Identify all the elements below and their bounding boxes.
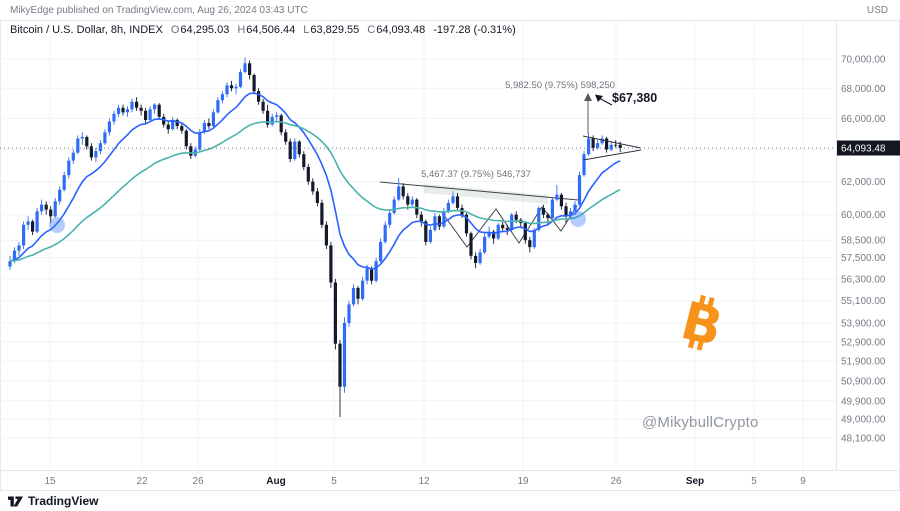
ma-slow-line[interactable] bbox=[9, 120, 621, 262]
measure-arrowhead bbox=[584, 93, 592, 101]
target-arrowhead bbox=[595, 94, 603, 102]
svg-text:56,300.00: 56,300.00 bbox=[841, 274, 886, 285]
svg-text:12: 12 bbox=[418, 476, 430, 487]
grid bbox=[0, 20, 836, 470]
channel-drawing[interactable] bbox=[424, 184, 548, 204]
bitcoin-logo-icon: B bbox=[675, 291, 728, 359]
svg-text:64,093.48: 64,093.48 bbox=[841, 144, 886, 155]
measure-label-mid[interactable]: 5,467.37 (9.75%) 546,737 bbox=[421, 169, 531, 180]
highlight-circle[interactable] bbox=[49, 217, 65, 233]
highlight-circle[interactable] bbox=[570, 211, 586, 227]
pennant-lower-line[interactable] bbox=[582, 149, 642, 161]
symbol-title[interactable]: Bitcoin / U.S. Dollar, 8h, INDEX bbox=[10, 24, 163, 36]
zigzag-drawing[interactable] bbox=[440, 205, 578, 248]
svg-text:9: 9 bbox=[800, 476, 806, 487]
svg-text:Sep: Sep bbox=[686, 476, 704, 487]
svg-text:55,100.00: 55,100.00 bbox=[841, 296, 886, 307]
svg-text:5: 5 bbox=[331, 476, 337, 487]
svg-text:57,500.00: 57,500.00 bbox=[841, 253, 886, 264]
svg-text:52,900.00: 52,900.00 bbox=[841, 337, 886, 348]
svg-text:68,000.00: 68,000.00 bbox=[841, 84, 886, 95]
svg-text:26: 26 bbox=[192, 476, 204, 487]
svg-text:51,900.00: 51,900.00 bbox=[841, 357, 886, 368]
chart-legend: Bitcoin / U.S. Dollar, 8h, INDEX O64,295… bbox=[10, 24, 516, 36]
svg-text:Aug: Aug bbox=[266, 476, 285, 487]
watermark-text: @MikybullCrypto bbox=[642, 414, 759, 431]
measure-label-top[interactable]: 5,982.50 (9.75%) 598,250 bbox=[505, 80, 615, 91]
tradingview-logo-icon[interactable] bbox=[8, 495, 23, 508]
ohlc-close: C64,093.48 bbox=[367, 24, 426, 36]
currency-label[interactable]: USD bbox=[866, 4, 888, 16]
footer-bar: TradingView bbox=[0, 490, 900, 511]
target-price-label[interactable]: $67,380 bbox=[612, 91, 658, 105]
brand-name[interactable]: TradingView bbox=[28, 494, 99, 508]
ohlc-open: O64,295.03 bbox=[170, 24, 230, 36]
svg-text:58,500.00: 58,500.00 bbox=[841, 236, 886, 247]
candles-layer[interactable] bbox=[8, 57, 622, 418]
ohlc-low: L63,829.55 bbox=[303, 24, 360, 36]
ma-fast-line[interactable] bbox=[9, 92, 621, 270]
attribution-bar: MikyEdge published on TradingView.com, A… bbox=[0, 0, 900, 21]
change-value: -197.28 (-0.31%) bbox=[433, 24, 516, 36]
svg-text:70,000.00: 70,000.00 bbox=[841, 55, 886, 66]
svg-text:22: 22 bbox=[136, 476, 148, 487]
svg-text:49,900.00: 49,900.00 bbox=[841, 396, 886, 407]
price-axis[interactable]: 70,000.0068,000.0066,000.0064,000.0062,0… bbox=[837, 55, 900, 445]
svg-text:60,000.00: 60,000.00 bbox=[841, 210, 886, 221]
svg-text:26: 26 bbox=[610, 476, 622, 487]
svg-text:62,000.00: 62,000.00 bbox=[841, 177, 886, 188]
svg-text:50,900.00: 50,900.00 bbox=[841, 376, 886, 387]
pennant-upper-line[interactable] bbox=[582, 135, 642, 149]
svg-text:15: 15 bbox=[44, 476, 56, 487]
time-axis[interactable]: 15 22 26 Aug 5 12 19 26 Sep 5 9 bbox=[44, 476, 806, 487]
wedge-upper-trendline[interactable] bbox=[379, 181, 579, 201]
ohlc-high: H64,506.44 bbox=[237, 24, 296, 36]
attribution-text: MikyEdge published on TradingView.com, A… bbox=[10, 4, 308, 16]
last-price-badge bbox=[837, 140, 900, 156]
svg-text:49,000.00: 49,000.00 bbox=[841, 415, 886, 426]
svg-text:53,900.00: 53,900.00 bbox=[841, 318, 886, 329]
svg-text:5: 5 bbox=[751, 476, 757, 487]
svg-text:48,100.00: 48,100.00 bbox=[841, 433, 886, 444]
svg-text:19: 19 bbox=[517, 476, 529, 487]
svg-text:66,000.00: 66,000.00 bbox=[841, 114, 886, 125]
